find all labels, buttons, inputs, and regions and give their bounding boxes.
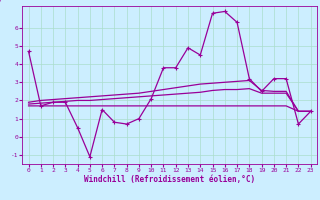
X-axis label: Windchill (Refroidissement éolien,°C): Windchill (Refroidissement éolien,°C) [84,175,255,184]
Text: 7: 7 [0,0,1,4]
